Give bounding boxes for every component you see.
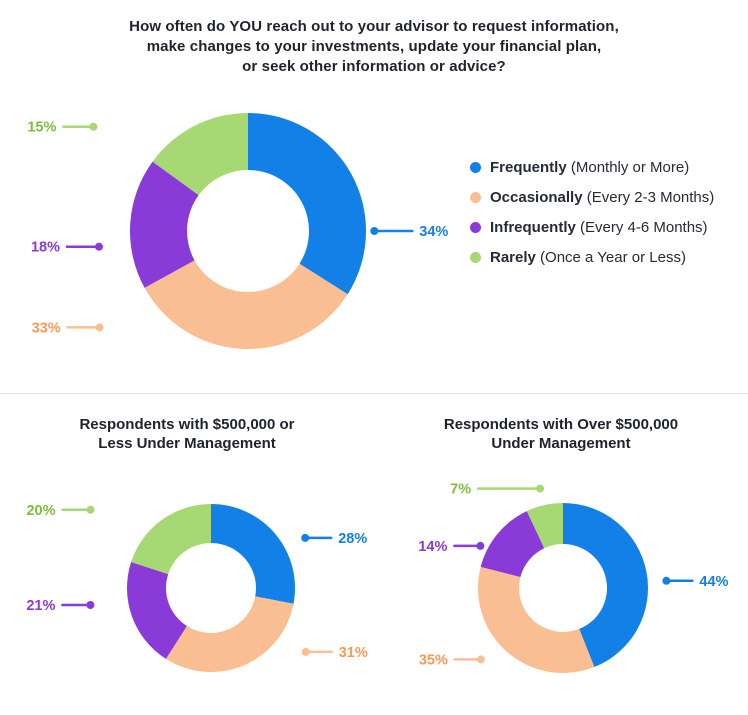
callout-value-infrequently: 14% [418, 539, 447, 555]
callout-dot-rarely [89, 122, 98, 131]
legend-label-rarely: Rarely (Once a Year or Less) [490, 248, 686, 266]
legend-item-infrequently: Infrequently (Every 4-6 Months) [470, 212, 714, 242]
chart-title-over-500k-line-2: Under Management [491, 435, 631, 452]
donut-chart-500k-or-less: 28% 31% 21% 20% [26, 503, 368, 672]
callout-value-frequently: 34% [419, 224, 448, 240]
chart-title-500k-or-less: Respondents with $500,000 or Less Under … [0, 415, 374, 453]
callout-dot-frequently [370, 227, 379, 235]
legend-dot-infrequently [470, 221, 481, 233]
callout-dot-infrequently [95, 242, 103, 251]
legend: Frequently (Monthly or More) Occasionally… [470, 152, 714, 272]
page-title-line-3: or seek other information or advice? [242, 58, 506, 75]
legend-item-occasionally: Occasionally (Every 2-3 Months) [470, 182, 714, 212]
donut-slice-rarely [152, 113, 248, 196]
callout-value-frequently: 44% [699, 574, 728, 590]
chart-title-over-500k: Respondents with Over $500,000 Under Man… [374, 415, 748, 453]
chart-title-over-500k-line-1: Respondents with Over $500,000 [443, 416, 679, 433]
callout-value-occasionally: 35% [419, 652, 448, 668]
callout-dot-occasionally [301, 647, 310, 656]
callout-value-occasionally: 33% [32, 320, 61, 336]
page-title-line-2: make changes to your investments, update… [146, 38, 602, 55]
callout-dot-occasionally [95, 323, 104, 332]
donut-slice-infrequently [126, 562, 187, 659]
legend-label-occasionally: Occasionally (Every 2-3 Months) [490, 188, 715, 206]
callout-dot-infrequently [476, 541, 485, 550]
page-title-line-1: How often do YOU reach out to your advis… [129, 18, 619, 35]
callout-value-frequently: 28% [338, 531, 367, 547]
donut-slice-rarely [526, 503, 563, 549]
callout-dot-rarely [86, 505, 95, 514]
callout-value-rarely: 15% [27, 120, 56, 136]
legend-label-infrequently: Infrequently (Every 4-6 Months) [490, 218, 708, 236]
section-divider [0, 393, 748, 394]
donut-slice-infrequently [130, 161, 199, 288]
donut-slice-occasionally [144, 260, 348, 349]
chart-title-500k-or-less-line-1: Respondents with $500,000 or [79, 416, 295, 433]
donut-slice-frequently [211, 504, 295, 604]
donut-slice-frequently [248, 113, 367, 295]
legend-item-frequently: Frequently (Monthly or More) [470, 152, 714, 182]
callout-value-rarely: 7% [450, 482, 471, 498]
callout-value-infrequently: 18% [31, 240, 60, 256]
legend-dot-rarely [470, 251, 481, 263]
callout-dot-rarely [536, 484, 545, 493]
callout-dot-occasionally [476, 655, 485, 664]
legend-dot-occasionally [470, 191, 481, 203]
donut-slice-occasionally [477, 566, 595, 673]
callout-dot-frequently [662, 576, 671, 585]
donut-slice-occasionally [165, 596, 294, 672]
donut-chart-over-500k: 44% 35% 14% 7% [418, 482, 729, 673]
donut-slice-infrequently [480, 511, 545, 578]
donut-slice-rarely [131, 504, 211, 575]
chart-title-500k-or-less-line-2: Less Under Management [98, 435, 276, 452]
callout-value-occasionally: 31% [339, 645, 368, 661]
callout-value-infrequently: 21% [26, 598, 55, 614]
legend-item-rarely: Rarely (Once a Year or Less) [470, 242, 714, 272]
donut-chart-all-respondents: 34% 33% 18% 15% [27, 113, 448, 349]
callout-dot-frequently [301, 533, 310, 542]
legend-dot-frequently [470, 161, 481, 173]
donut-slice-frequently [563, 503, 648, 668]
callout-dot-infrequently [86, 601, 95, 609]
page-title: How often do YOU reach out to your advis… [0, 17, 748, 77]
callout-value-rarely: 20% [26, 503, 55, 519]
legend-label-frequently: Frequently (Monthly or More) [490, 158, 690, 176]
